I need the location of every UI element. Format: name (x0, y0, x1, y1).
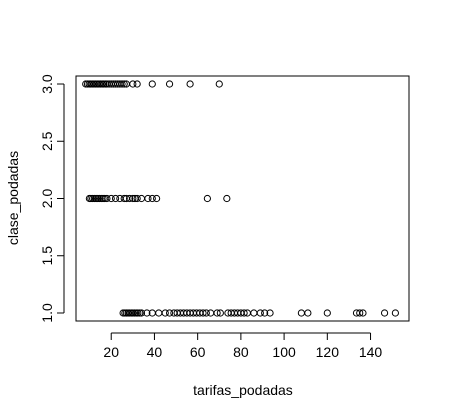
data-point (133, 80, 141, 88)
y-tick-label: 1.0 (39, 303, 55, 323)
data-point (323, 309, 331, 317)
data-point (261, 309, 269, 317)
data-point (133, 194, 141, 203)
data-point (199, 309, 207, 317)
data-point (266, 309, 274, 317)
data-point (137, 194, 146, 203)
data-point (144, 194, 152, 203)
data-point (134, 309, 142, 317)
data-point (111, 194, 120, 203)
y-tick-label: 3.0 (39, 74, 55, 94)
data-point (125, 194, 134, 203)
data-point (107, 194, 115, 203)
data-point (202, 309, 210, 317)
x-tick-label: 120 (316, 344, 340, 360)
data-point (137, 309, 146, 317)
data-point (186, 80, 194, 88)
x-tick-label: 100 (272, 344, 296, 360)
data-point (213, 309, 221, 317)
data-points (82, 80, 399, 317)
x-axis: 20 40 60 80 100 120 140 (103, 332, 383, 360)
x-axis-label: tarifas_podadas (193, 382, 293, 398)
data-point (223, 194, 231, 203)
x-tick-label: 20 (103, 344, 119, 360)
data-point (359, 309, 367, 317)
data-point (240, 309, 248, 317)
data-point (148, 80, 156, 88)
data-point (120, 194, 128, 203)
data-point (155, 309, 163, 317)
data-point (103, 194, 111, 203)
data-point (153, 194, 161, 203)
data-point (215, 80, 223, 88)
x-tick-label: 40 (147, 344, 163, 360)
data-point (304, 309, 312, 317)
data-point (391, 309, 399, 317)
y-tick-label: 2.5 (39, 131, 55, 151)
data-point (216, 309, 224, 317)
y-tick-label: 1.5 (39, 246, 55, 266)
x-tick-label: 140 (359, 344, 383, 360)
data-point (297, 309, 305, 317)
data-point (356, 309, 364, 317)
data-point (165, 80, 174, 88)
data-point (129, 194, 137, 203)
plot-box (75, 75, 410, 322)
data-point (129, 80, 137, 88)
x-tick-label: 60 (190, 344, 206, 360)
data-point (380, 309, 389, 317)
data-point (120, 80, 128, 88)
data-point (203, 194, 211, 203)
data-point (207, 309, 215, 317)
y-axis-label: clase_podadas (5, 151, 21, 245)
data-point (143, 309, 151, 317)
data-point (256, 309, 264, 317)
data-point (165, 309, 174, 317)
data-point (161, 309, 169, 317)
y-axis: 1.0 1.5 2.0 2.5 3.0 (39, 74, 65, 323)
y-tick-label: 2.0 (39, 189, 55, 209)
x-tick-label: 80 (233, 344, 249, 360)
data-point (250, 309, 258, 317)
data-point (148, 194, 156, 203)
data-point (118, 80, 126, 88)
